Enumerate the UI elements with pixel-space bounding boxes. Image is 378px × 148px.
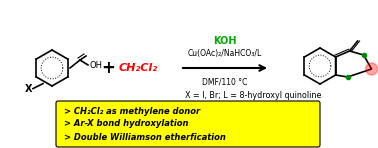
Text: Cu(OAc)₂/NaHCO₃/L: Cu(OAc)₂/NaHCO₃/L	[188, 49, 262, 58]
Text: OH: OH	[89, 61, 102, 70]
Text: > Double Williamson etherfication: > Double Williamson etherfication	[64, 132, 226, 141]
Circle shape	[366, 63, 378, 75]
FancyBboxPatch shape	[56, 101, 320, 147]
Text: KOH: KOH	[213, 36, 237, 46]
Text: +: +	[101, 59, 115, 77]
Text: X = I, Br; L = 8-hydroxyl quinoline: X = I, Br; L = 8-hydroxyl quinoline	[185, 91, 321, 100]
Text: X: X	[25, 84, 32, 94]
Text: CH₂Cl₂: CH₂Cl₂	[118, 63, 158, 73]
Text: DMF/110 °C: DMF/110 °C	[202, 78, 248, 86]
Text: > CH₂Cl₂ as methylene donor: > CH₂Cl₂ as methylene donor	[64, 107, 200, 115]
Text: > Ar-X bond hydroxylation: > Ar-X bond hydroxylation	[64, 119, 189, 128]
